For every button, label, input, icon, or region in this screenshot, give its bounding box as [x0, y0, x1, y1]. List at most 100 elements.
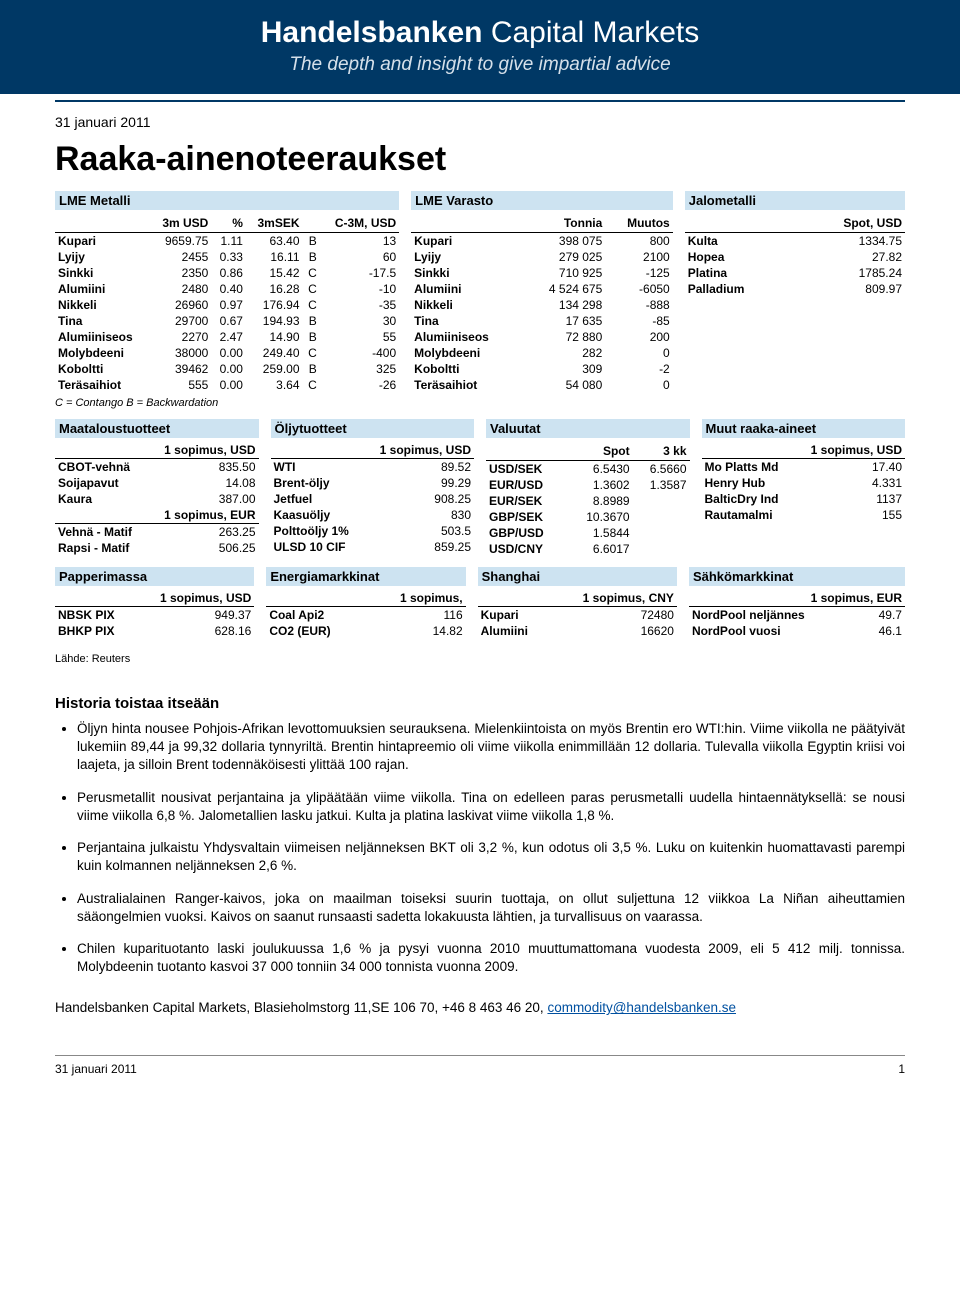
row-label: Palladium	[685, 281, 793, 297]
row-label: Kaasuöljy	[271, 507, 364, 523]
row-metals: LME Metalli 3m USD % 3mSEK C-3M, USD Kup…	[55, 191, 905, 409]
row-label: Jetfuel	[271, 491, 364, 507]
page-footer: 31 januari 2011 1	[55, 1055, 905, 1076]
cell-value: 1.11	[211, 233, 246, 250]
cell-value: 0.33	[211, 249, 246, 265]
col-3msek: 3mSEK	[246, 214, 303, 233]
cell-value: 2270	[150, 329, 211, 345]
table-row: Tina297000.67194.93B30	[55, 313, 399, 329]
cell-value: 26960	[150, 297, 211, 313]
cell-value: 555	[150, 377, 211, 393]
col-muutos: Muutos	[605, 214, 672, 233]
table-row: Kupari72480	[478, 607, 677, 624]
valuutat-table: Spot 3 kk USD/SEK6.54306.5660EUR/USD1.36…	[486, 442, 690, 557]
cell-value: 282	[523, 345, 605, 361]
cell-value: 0.40	[211, 281, 246, 297]
cell-value: 6.5660	[633, 461, 690, 478]
lme-metalli-table: 3m USD % 3mSEK C-3M, USD Kupari9659.751.…	[55, 214, 399, 393]
section-header: Papperimassa	[55, 567, 254, 586]
sub-header-row: 1 sopimus, USD	[271, 442, 475, 459]
cell-value: -888	[605, 297, 672, 313]
sub-header-label: 1 sopimus, EUR	[808, 590, 905, 607]
table-row: GBP/SEK10.3670	[486, 509, 690, 525]
row-label: Molybdeeni	[411, 345, 523, 361]
row-label: Tina	[411, 313, 523, 329]
table-row: Koboltti394620.00259.00B325	[55, 361, 399, 377]
cell-value: B	[303, 233, 320, 250]
cell-value: 309	[523, 361, 605, 377]
cell-value: 46.1	[808, 623, 905, 639]
table-row: BHKP PIX628.16	[55, 623, 254, 639]
cell-value: 2480	[150, 281, 211, 297]
table-row: Sinkki23500.8615.42C-17.5	[55, 265, 399, 281]
table-row: USD/SEK6.54306.5660	[486, 461, 690, 478]
row-label: Kupari	[478, 607, 549, 624]
cell-value: 0.97	[211, 297, 246, 313]
oljy-table: 1 sopimus, USDWTI89.52Brent-öljy99.29Jet…	[271, 442, 475, 555]
row-label: Sinkki	[411, 265, 523, 281]
row-label: GBP/USD	[486, 525, 567, 541]
row-label: Teräsaihiot	[55, 377, 150, 393]
col-cb	[303, 214, 320, 233]
table-row: Koboltti309-2	[411, 361, 673, 377]
cell-value: 628.16	[133, 623, 254, 639]
cell-value: 63.40	[246, 233, 303, 250]
cell-value: 54 080	[523, 377, 605, 393]
cell-value: 2.47	[211, 329, 246, 345]
article-heading: Historia toistaa itseään	[55, 695, 905, 712]
cell-value: 14.82	[365, 623, 466, 639]
cell-value: -35	[320, 297, 399, 313]
table-row: Teräsaihiot54 0800	[411, 377, 673, 393]
cell-value	[633, 493, 690, 509]
cell-value: 200	[605, 329, 672, 345]
muut-table: 1 sopimus, USDMo Platts Md17.40Henry Hub…	[702, 442, 906, 523]
row-label: Mo Platts Md	[702, 459, 794, 476]
contact-email-link[interactable]: commodity@handelsbanken.se	[547, 1000, 736, 1015]
cell-value: 16.28	[246, 281, 303, 297]
cell-value: 72480	[548, 607, 677, 624]
row-label: USD/CNY	[486, 541, 567, 557]
cell-value	[633, 525, 690, 541]
table-row: Jetfuel908.25	[271, 491, 475, 507]
table-row: GBP/USD1.5844	[486, 525, 690, 541]
table-row: Hopea27.82	[685, 249, 905, 265]
row-label: Brent-öljy	[271, 475, 364, 491]
cell-value: B	[303, 249, 320, 265]
sub-header-label: 1 sopimus, CNY	[548, 590, 677, 607]
sub-header-row: 1 sopimus,	[266, 590, 465, 607]
contact-text: Handelsbanken Capital Markets, Blasiehol…	[55, 1000, 547, 1015]
row-label: Alumiiniseos	[411, 329, 523, 345]
col-spot: Spot	[567, 442, 633, 461]
cell-value: 1334.75	[793, 233, 905, 250]
table-row: CBOT-vehnä835.50	[55, 459, 259, 476]
col-papperi: Papperimassa 1 sopimus, USDNBSK PIX949.3…	[55, 567, 254, 639]
row-label: Sinkki	[55, 265, 150, 281]
row-label: GBP/SEK	[486, 509, 567, 525]
cell-value: C	[303, 345, 320, 361]
cell-value: -125	[605, 265, 672, 281]
col-3kk: 3 kk	[633, 442, 690, 461]
cell-value: 1.5844	[567, 525, 633, 541]
cell-value: 2100	[605, 249, 672, 265]
table-row: Platina1785.24	[685, 265, 905, 281]
table-row: Nikkeli269600.97176.94C-35	[55, 297, 399, 313]
col-valuutat: Valuutat Spot 3 kk USD/SEK6.54306.5660EU…	[486, 419, 690, 557]
cell-value: 176.94	[246, 297, 303, 313]
row-label: BalticDry Ind	[702, 491, 794, 507]
table-row: Alumiiniseos72 880200	[411, 329, 673, 345]
col-lme-metalli: LME Metalli 3m USD % 3mSEK C-3M, USD Kup…	[55, 191, 399, 409]
cell-value: -85	[605, 313, 672, 329]
table-row: Mo Platts Md17.40	[702, 459, 906, 476]
cell-value: 72 880	[523, 329, 605, 345]
source-label: Lähde: Reuters	[55, 653, 905, 665]
section-header: Sähkömarkkinat	[689, 567, 905, 586]
cell-value: -6050	[605, 281, 672, 297]
cell-value: 17.40	[793, 459, 905, 476]
cell-value: -400	[320, 345, 399, 361]
cell-value: B	[303, 329, 320, 345]
table-row: Polttoöljy 1%503.5	[271, 523, 475, 539]
table-row: NBSK PIX949.37	[55, 607, 254, 624]
cell-value: 10.3670	[567, 509, 633, 525]
cell-value: -17.5	[320, 265, 399, 281]
sub-header-label: 1 sopimus, EUR	[147, 507, 259, 524]
